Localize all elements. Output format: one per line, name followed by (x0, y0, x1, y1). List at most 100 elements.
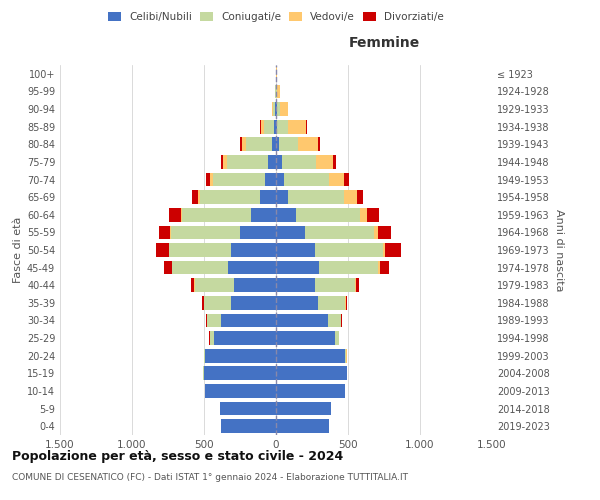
Bar (318, 138, 320, 151)
Bar (346, 296, 347, 310)
Bar (345, 349, 346, 362)
Bar (205, 384, 276, 398)
Bar (315, 243, 383, 257)
Bar (182, 208, 251, 222)
Bar (233, 278, 276, 292)
Bar (214, 331, 276, 345)
Bar (268, 155, 276, 169)
Bar (261, 120, 264, 134)
Bar (276, 384, 345, 398)
Bar (276, 296, 318, 310)
Bar (223, 155, 227, 169)
Bar (298, 138, 318, 151)
Bar (355, 278, 356, 292)
Bar (383, 243, 385, 257)
Bar (316, 155, 333, 169)
Bar (247, 138, 272, 151)
Bar (214, 172, 265, 186)
Bar (276, 331, 335, 345)
Bar (378, 226, 391, 239)
Bar (319, 260, 378, 274)
Bar (169, 208, 181, 222)
Bar (229, 260, 276, 274)
Bar (251, 208, 276, 222)
Bar (341, 314, 342, 328)
Bar (318, 296, 345, 310)
Text: Femmine: Femmine (349, 36, 419, 50)
Text: COMUNE DI CESENATICO (FC) - Dati ISTAT 1° gennaio 2024 - Elaborazione TUTTITALIA: COMUNE DI CESENATICO (FC) - Dati ISTAT 1… (12, 472, 408, 482)
Bar (333, 155, 337, 169)
Bar (221, 155, 223, 169)
Bar (344, 190, 356, 204)
Bar (172, 260, 229, 274)
Bar (170, 226, 171, 239)
Bar (192, 190, 198, 204)
Bar (305, 226, 374, 239)
Bar (205, 349, 276, 362)
Bar (328, 314, 341, 328)
Bar (156, 243, 169, 257)
Bar (284, 172, 329, 186)
Bar (315, 278, 355, 292)
Bar (276, 420, 329, 433)
Bar (202, 296, 204, 310)
Bar (274, 120, 276, 134)
Bar (280, 102, 288, 116)
Bar (276, 349, 345, 362)
Bar (211, 172, 214, 186)
Bar (277, 84, 280, 98)
Bar (194, 278, 233, 292)
Bar (367, 208, 379, 222)
Bar (164, 260, 172, 274)
Bar (276, 155, 282, 169)
Bar (287, 190, 344, 204)
Bar (356, 278, 359, 292)
Bar (275, 102, 276, 116)
Bar (272, 102, 273, 116)
Bar (204, 296, 232, 310)
Bar (276, 278, 315, 292)
Bar (200, 190, 260, 204)
Bar (380, 260, 389, 274)
Bar (276, 120, 277, 134)
Bar (277, 120, 288, 134)
Bar (374, 226, 378, 239)
Bar (276, 208, 296, 222)
Text: Popolazione per età, sesso e stato civile - 2024: Popolazione per età, sesso e stato civil… (12, 450, 343, 463)
Bar (276, 243, 315, 257)
Bar (158, 226, 170, 239)
Bar (276, 190, 287, 204)
Bar (260, 120, 261, 134)
Bar (335, 331, 338, 345)
Bar (276, 260, 319, 274)
Bar (206, 172, 211, 186)
Bar (198, 190, 200, 204)
Bar (276, 402, 331, 415)
Bar (277, 102, 280, 116)
Bar (171, 226, 240, 239)
Bar (181, 208, 182, 222)
Bar (344, 172, 349, 186)
Bar (329, 172, 344, 186)
Bar (276, 314, 328, 328)
Bar (279, 138, 298, 151)
Bar (385, 243, 401, 257)
Bar (276, 102, 277, 116)
Bar (203, 366, 204, 380)
Bar (296, 208, 359, 222)
Bar (276, 138, 279, 151)
Bar (169, 243, 232, 257)
Bar (210, 331, 214, 345)
Y-axis label: Anni di nascita: Anni di nascita (554, 209, 564, 291)
Bar (227, 155, 268, 169)
Bar (207, 314, 221, 328)
Bar (221, 420, 276, 433)
Bar (282, 155, 316, 169)
Bar (240, 138, 242, 151)
Bar (276, 226, 305, 239)
Bar (242, 138, 247, 151)
Bar (221, 314, 276, 328)
Bar (191, 278, 194, 292)
Bar (204, 349, 205, 362)
Bar (378, 260, 380, 274)
